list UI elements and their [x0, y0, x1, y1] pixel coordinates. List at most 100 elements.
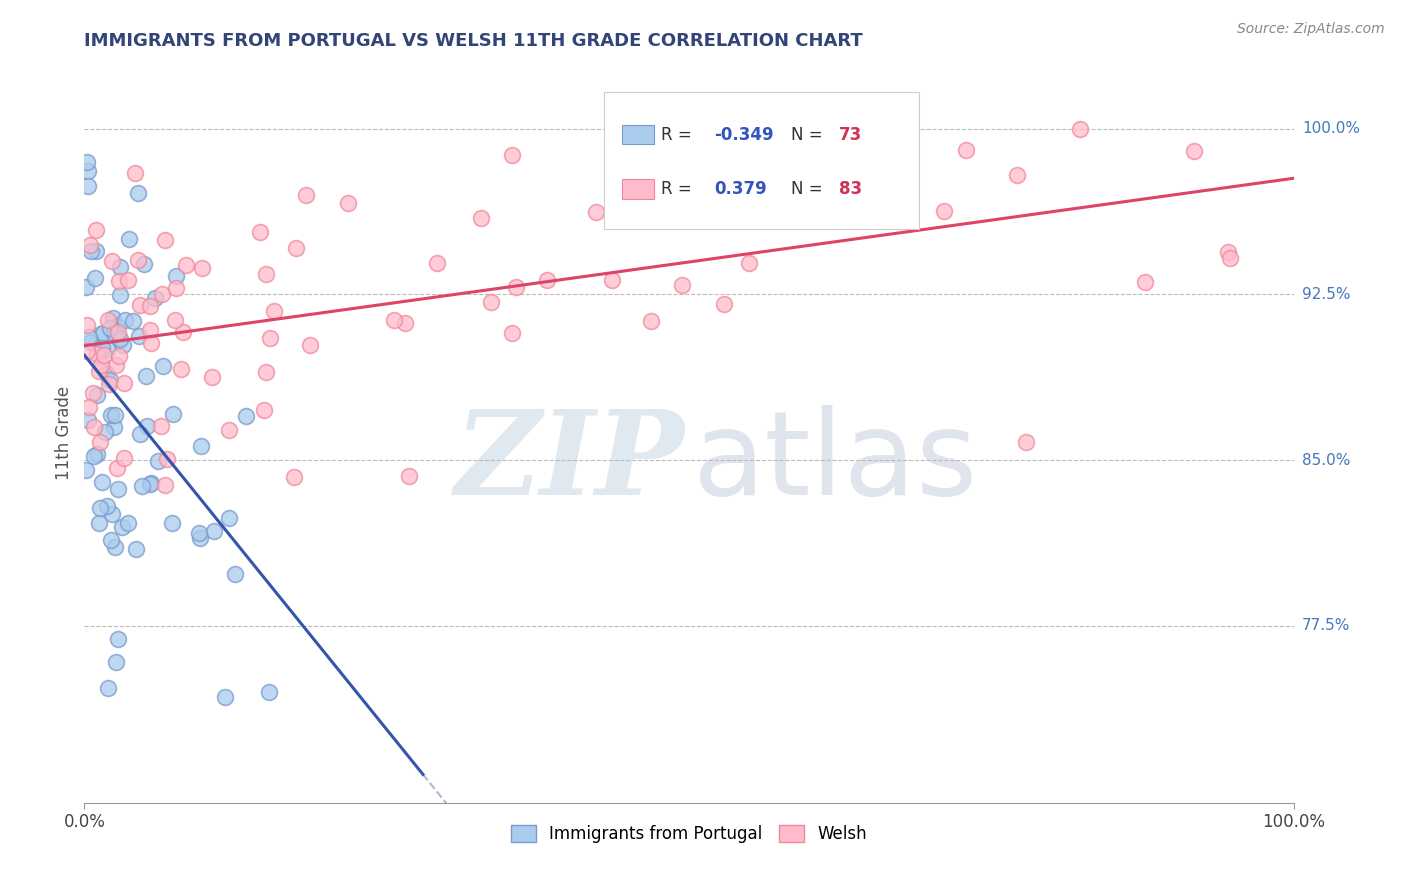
Point	[1219, 251, 1241, 265]
Point	[77, 400, 100, 414]
Point	[285, 242, 308, 256]
Point	[110, 288, 132, 302]
Legend: Immigrants from Portugal, Welsh: Immigrants from Portugal, Welsh	[505, 819, 873, 850]
Point	[86, 388, 108, 402]
Point	[640, 314, 662, 328]
Point	[76, 344, 98, 359]
Text: 100.0%: 100.0%	[1302, 121, 1360, 136]
Point	[256, 268, 278, 282]
Point	[122, 314, 145, 328]
Point	[127, 186, 149, 201]
Point	[129, 427, 152, 442]
Point	[214, 690, 236, 704]
Point	[283, 470, 305, 484]
Text: 73: 73	[839, 126, 862, 144]
Point	[190, 531, 212, 545]
Point	[111, 520, 134, 534]
Point	[83, 449, 105, 463]
Point	[86, 447, 108, 461]
Point	[382, 313, 405, 327]
Text: R =: R =	[661, 180, 697, 198]
Point	[94, 425, 117, 439]
FancyBboxPatch shape	[623, 179, 654, 199]
Point	[135, 418, 157, 433]
Point	[103, 326, 125, 340]
Point	[218, 423, 240, 437]
FancyBboxPatch shape	[605, 92, 918, 229]
Text: N =: N =	[790, 126, 827, 144]
Point	[91, 326, 114, 340]
Point	[77, 412, 100, 426]
Point	[80, 334, 103, 349]
Point	[98, 372, 121, 386]
Point	[536, 273, 558, 287]
Point	[738, 256, 761, 270]
Point	[117, 273, 139, 287]
Point	[98, 321, 121, 335]
Text: 92.5%: 92.5%	[1302, 287, 1350, 302]
Point	[90, 358, 112, 372]
Text: Source: ZipAtlas.com: Source: ZipAtlas.com	[1237, 22, 1385, 37]
Point	[162, 516, 184, 530]
Point	[501, 148, 523, 162]
Point	[91, 342, 114, 356]
Point	[84, 271, 107, 285]
Point	[96, 500, 118, 514]
Point	[172, 326, 194, 340]
Point	[117, 516, 139, 530]
Point	[134, 256, 156, 270]
Point	[108, 274, 131, 288]
Point	[149, 419, 172, 434]
Text: 0.379: 0.379	[714, 180, 768, 198]
Text: R =: R =	[661, 126, 697, 144]
Point	[138, 298, 160, 312]
Point	[125, 541, 148, 556]
Text: IMMIGRANTS FROM PORTUGAL VS WELSH 11TH GRADE CORRELATION CHART: IMMIGRANTS FROM PORTUGAL VS WELSH 11TH G…	[84, 32, 863, 50]
Point	[103, 310, 125, 325]
Point	[259, 331, 281, 345]
Point	[103, 419, 125, 434]
Point	[104, 409, 127, 423]
Point	[671, 277, 693, 292]
FancyBboxPatch shape	[623, 125, 654, 145]
Point	[191, 260, 214, 275]
Point	[713, 297, 735, 311]
Point	[165, 281, 187, 295]
Text: 83: 83	[839, 180, 862, 198]
Point	[932, 203, 955, 218]
Point	[139, 322, 162, 336]
Point	[257, 685, 280, 699]
Point	[96, 342, 118, 356]
Point	[97, 377, 120, 392]
Point	[336, 196, 359, 211]
Point	[124, 166, 146, 180]
Point	[224, 567, 246, 582]
Point	[479, 294, 502, 309]
Point	[108, 332, 131, 346]
Point	[294, 188, 316, 202]
Point	[141, 476, 163, 491]
Point	[1015, 434, 1038, 449]
Point	[104, 540, 127, 554]
Point	[1133, 275, 1156, 289]
Point	[263, 304, 285, 318]
Point	[426, 256, 449, 270]
Point	[89, 500, 111, 515]
Point	[97, 313, 120, 327]
Point	[108, 349, 131, 363]
Point	[585, 204, 607, 219]
Point	[100, 533, 122, 548]
Point	[155, 233, 177, 247]
Point	[201, 370, 224, 384]
Point	[135, 369, 157, 384]
Text: 77.5%: 77.5%	[1302, 618, 1350, 633]
Point	[104, 655, 127, 669]
Text: ZIP: ZIP	[456, 405, 685, 520]
Point	[128, 329, 150, 343]
Point	[90, 326, 112, 341]
Point	[111, 337, 134, 351]
Point	[505, 280, 527, 294]
Point	[1069, 121, 1091, 136]
Point	[76, 179, 98, 194]
Point	[1182, 144, 1205, 158]
